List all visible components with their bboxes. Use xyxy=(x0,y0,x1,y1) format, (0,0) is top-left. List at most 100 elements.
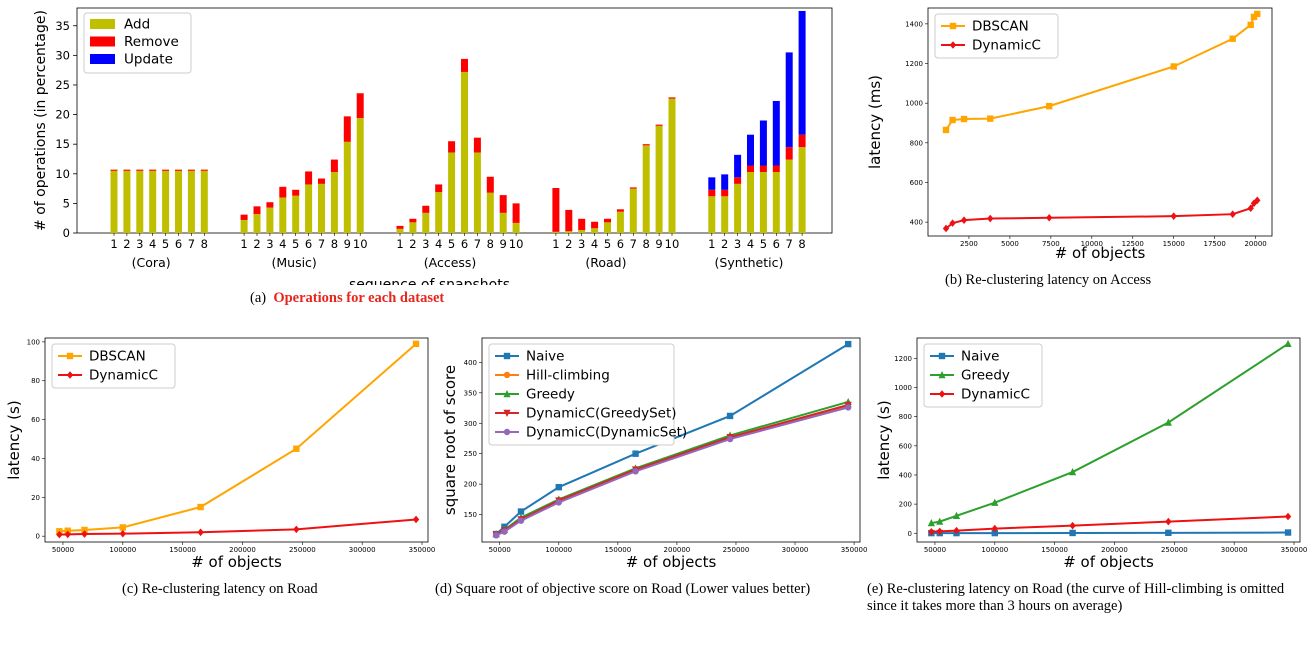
legend xyxy=(923,343,1043,408)
bar-remove xyxy=(136,169,144,171)
y-tick-label: 1200 xyxy=(894,355,912,363)
bar-update xyxy=(721,174,729,190)
series-line xyxy=(945,199,1258,230)
data-point xyxy=(844,340,852,348)
data-point xyxy=(1284,529,1292,536)
y-tick-label: 600 xyxy=(910,179,923,187)
y-tick-label: 800 xyxy=(899,413,912,421)
bar-remove xyxy=(512,203,520,223)
data-point xyxy=(81,526,88,534)
legend-marker xyxy=(66,371,74,379)
bar-update xyxy=(798,10,806,135)
bar-remove xyxy=(253,206,261,215)
x-tick-label: 4 xyxy=(747,237,754,251)
x-tick-label: 10 xyxy=(665,237,680,251)
bar-add xyxy=(409,222,417,233)
bar-remove xyxy=(668,97,676,99)
plot-frame xyxy=(927,7,1273,237)
bar-remove xyxy=(330,159,338,173)
bar-update xyxy=(734,154,742,178)
x-tick-label: 1 xyxy=(552,237,559,251)
bar-remove xyxy=(162,169,170,171)
bar-add xyxy=(343,141,351,233)
data-point xyxy=(942,224,950,233)
bar-remove xyxy=(552,188,560,232)
legend-label: DynamicC xyxy=(972,38,1041,54)
bar-add xyxy=(136,170,144,233)
x-tick-label: 200000 xyxy=(1101,546,1128,554)
y-tick-label: 40 xyxy=(31,455,40,463)
x-tick-label: 9 xyxy=(500,237,507,251)
bar-remove xyxy=(448,141,456,153)
data-point xyxy=(1247,21,1254,29)
legend-marker xyxy=(503,352,511,360)
legend-marker xyxy=(503,409,511,417)
x-tick-label: 6 xyxy=(617,237,624,251)
legend xyxy=(488,343,675,446)
x-axis-label: # of objects xyxy=(626,553,717,571)
x-tick-label: 6 xyxy=(175,237,182,251)
data-point xyxy=(949,219,956,227)
chart-c-panel: 50000 100000 150000 200000 250000 300000 35000… xyxy=(0,330,440,580)
bar-add xyxy=(798,147,806,233)
x-tick-label: 8 xyxy=(487,237,494,251)
x-axis-label: sequence of snapshots xyxy=(349,277,510,285)
bar-add xyxy=(512,222,520,233)
bar-add xyxy=(330,172,338,233)
x-tick-label: 300000 xyxy=(1221,546,1248,554)
y-tick-label: 400 xyxy=(464,359,477,367)
x-tick-label: 1 xyxy=(240,237,247,251)
data-point xyxy=(844,404,852,411)
x-tick-label: 150000 xyxy=(1041,546,1068,554)
bar-remove xyxy=(578,218,586,231)
y-tick-label: 1400 xyxy=(905,20,923,28)
bar-add xyxy=(721,196,729,233)
x-axis-label: # of objects xyxy=(1055,244,1146,262)
bar-remove xyxy=(305,171,313,185)
bar-add xyxy=(240,219,248,233)
chart-a-panel: 0 5 10 15 20 25 30 35 # of operations (in percen… xyxy=(0,0,850,285)
x-axis-label: # of objects xyxy=(191,553,282,571)
data-point xyxy=(1165,529,1172,537)
legend-marker xyxy=(66,352,74,360)
x-tick-label: 3 xyxy=(578,237,585,251)
x-tick-label: 1 xyxy=(708,237,715,251)
y-tick-label: 1000 xyxy=(894,384,912,392)
data-point xyxy=(936,517,944,525)
chart-d-panel: 50000 100000 150000 200000 250000 300000 35000… xyxy=(435,330,870,580)
y-tick-label: 1000 xyxy=(905,100,923,108)
y-tick-label: 0 xyxy=(63,226,70,240)
data-point xyxy=(960,216,968,224)
bar-add xyxy=(175,170,182,233)
legend-marker xyxy=(938,371,946,379)
chart-b-panel: 2500 5000 7500 10000 12500 15000 17500 20000 400… xyxy=(860,0,1310,270)
bar-add xyxy=(708,196,716,233)
y-tick-label: 20 xyxy=(31,494,40,502)
y-tick-label: 300 xyxy=(464,420,477,428)
bar-remove xyxy=(279,186,287,198)
bar-add xyxy=(448,152,456,233)
legend-label: Greedy xyxy=(961,368,1010,384)
y-tick-label: 250 xyxy=(464,450,477,458)
x-tick-label: 300000 xyxy=(349,546,376,554)
data-point xyxy=(1229,35,1236,42)
bar-remove xyxy=(747,165,754,173)
bar-add xyxy=(552,231,560,233)
x-tick-label: 200000 xyxy=(664,546,691,554)
y-axis-label: latency (ms) xyxy=(866,75,884,169)
y-tick-label: 0 xyxy=(908,530,912,538)
legend-marker xyxy=(938,352,946,360)
bar-add xyxy=(162,170,170,233)
y-tick-label: 200 xyxy=(899,501,912,509)
x-tick-label: 5 xyxy=(162,237,169,251)
bar-add xyxy=(668,98,676,233)
x-tick-label: 7 xyxy=(474,237,481,251)
chart-e: 50000 100000 150000 200000 250000 300000 35000… xyxy=(875,337,1307,571)
y-axis-label: latency (s) xyxy=(5,400,23,479)
data-point xyxy=(1046,102,1053,110)
bar-add xyxy=(734,183,742,233)
x-tick-label: 2 xyxy=(565,237,572,251)
bar-add xyxy=(486,192,494,233)
x-tick-label: 2 xyxy=(409,237,416,251)
x-tick-label: 5 xyxy=(292,237,299,251)
